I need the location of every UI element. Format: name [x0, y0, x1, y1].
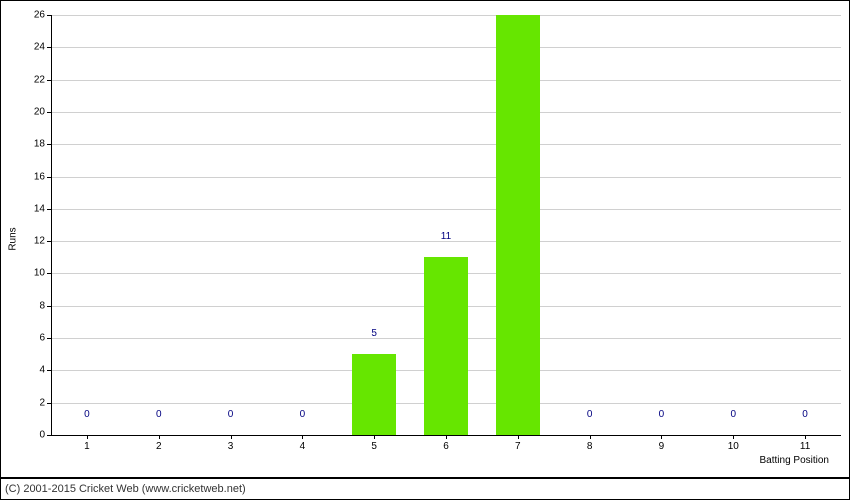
x-tick-mark: [518, 435, 519, 439]
x-tick-mark: [87, 435, 88, 439]
x-axis-label: Batting Position: [760, 455, 830, 466]
y-tick-label: 8: [39, 300, 45, 311]
x-tick-label: 4: [300, 441, 306, 452]
x-tick-label: 7: [515, 441, 521, 452]
y-axis-label: Runs: [8, 227, 19, 250]
bar: [496, 15, 541, 435]
y-tick-label: 4: [39, 365, 45, 376]
x-tick-label: 9: [659, 441, 665, 452]
y-tick-label: 10: [34, 268, 45, 279]
bar-value-label: 0: [228, 409, 234, 422]
bar-value-label: 0: [84, 409, 90, 422]
x-tick-mark: [805, 435, 806, 439]
x-tick-mark: [159, 435, 160, 439]
x-tick-label: 6: [443, 441, 449, 452]
y-tick-label: 20: [34, 106, 45, 117]
y-tick-label: 16: [34, 171, 45, 182]
gridline: [51, 80, 841, 81]
gridline: [51, 112, 841, 113]
x-tick-label: 3: [228, 441, 234, 452]
x-tick-label: 1: [84, 441, 90, 452]
bar-value-label: 5: [371, 328, 377, 341]
bar-value-label: 0: [802, 409, 808, 422]
x-tick-mark: [302, 435, 303, 439]
x-tick-mark: [661, 435, 662, 439]
gridline: [51, 144, 841, 145]
x-tick-mark: [374, 435, 375, 439]
y-tick-label: 18: [34, 139, 45, 150]
bar: [424, 257, 469, 435]
bar: [352, 354, 397, 435]
bar-value-label: 0: [587, 409, 593, 422]
bar-value-label: 0: [659, 409, 665, 422]
x-tick-label: 8: [587, 441, 593, 452]
gridline: [51, 47, 841, 48]
y-tick-mark: [47, 435, 51, 436]
x-tick-label: 10: [728, 441, 739, 452]
gridline: [51, 209, 841, 210]
y-tick-label: 0: [39, 430, 45, 441]
bar-value-label: 0: [300, 409, 306, 422]
x-tick-label: 11: [800, 441, 810, 452]
chart-frame: Runs 02468101214161820222426010203045511…: [0, 0, 850, 478]
y-tick-label: 24: [34, 42, 45, 53]
y-tick-label: 26: [34, 10, 45, 21]
y-tick-label: 12: [34, 236, 45, 247]
y-tick-label: 6: [39, 333, 45, 344]
copyright-text: (C) 2001-2015 Cricket Web (www.cricketwe…: [0, 478, 850, 500]
bar-value-label: 0: [730, 409, 736, 422]
gridline: [51, 15, 841, 16]
y-tick-label: 14: [34, 203, 45, 214]
x-tick-label: 5: [371, 441, 377, 452]
plot-area: 0246810121416182022242601020304551162670…: [51, 15, 841, 435]
gridline: [51, 177, 841, 178]
bar-value-label: 26: [512, 0, 523, 2]
x-tick-mark: [446, 435, 447, 439]
x-tick-label: 2: [156, 441, 162, 452]
y-axis-line: [51, 15, 52, 435]
x-tick-mark: [733, 435, 734, 439]
bar-value-label: 0: [156, 409, 162, 422]
bar-value-label: 11: [441, 231, 451, 244]
y-tick-label: 22: [34, 74, 45, 85]
x-tick-mark: [231, 435, 232, 439]
x-tick-mark: [590, 435, 591, 439]
y-tick-label: 2: [39, 397, 45, 408]
